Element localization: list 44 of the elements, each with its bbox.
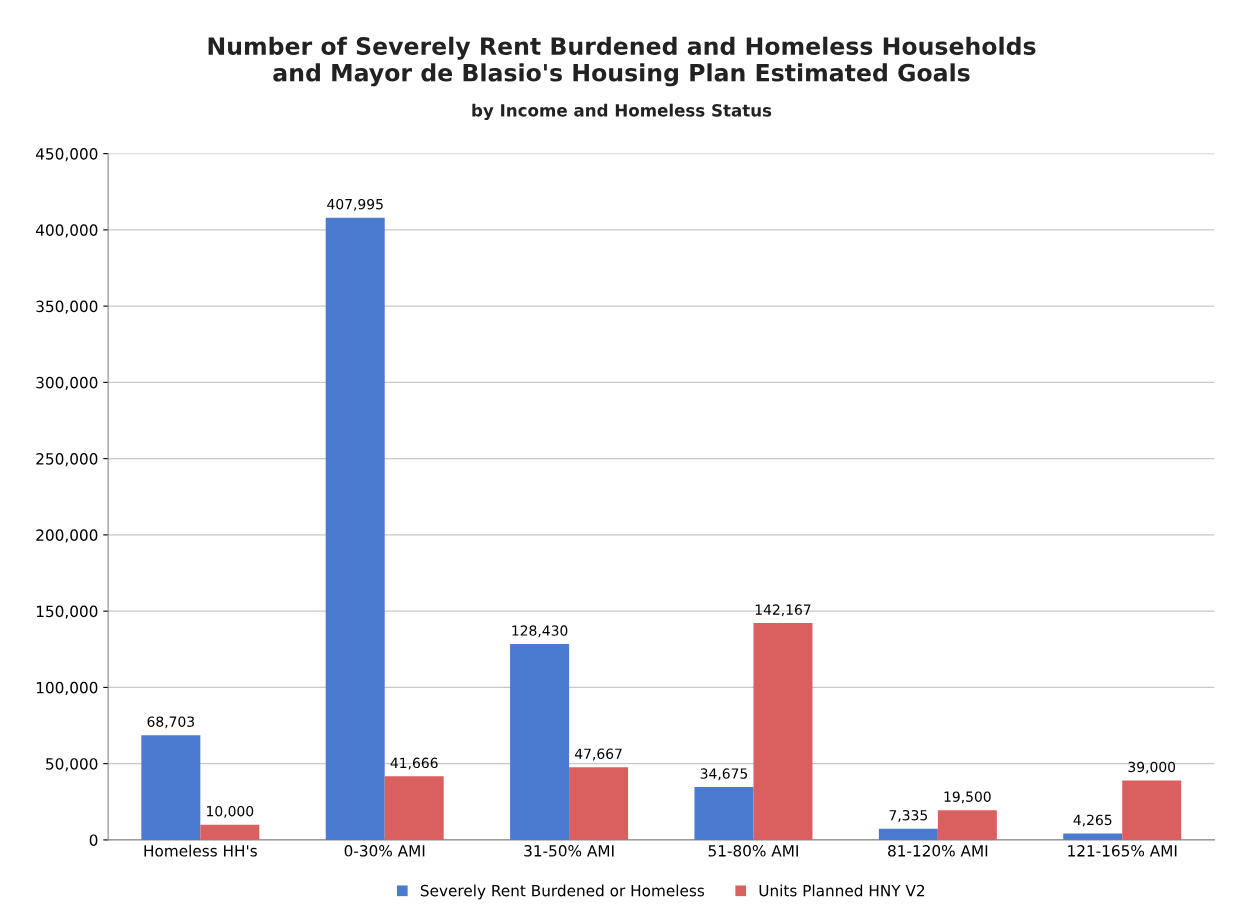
bar [1122, 780, 1182, 840]
text: 68,703 [147, 716, 195, 729]
legend-label: Units Planned HNY V2 [759, 884, 925, 897]
text: 34,675 [700, 768, 748, 781]
bar [1063, 833, 1123, 840]
bar [200, 824, 260, 840]
x-tick-label: 51-80% AMI [708, 845, 798, 857]
chart-subtitle: by Income and Homeless Status [472, 103, 772, 120]
bar [384, 776, 444, 840]
y-tick-label: 300,000 [36, 376, 98, 390]
bar [325, 217, 385, 840]
text: 10,000 [207, 805, 254, 818]
y-tick-label: 200,000 [36, 529, 98, 543]
chart-title: Number of Severely Rent Burdened and Homeless Households and Mayor de Blasio's Housing Plan Estimated Goals [208, 36, 1036, 87]
y-tick-label: 400,000 [35, 224, 98, 238]
text: 47,667 [574, 748, 622, 761]
bar [694, 787, 754, 840]
y-tick-label: 450,000 [35, 148, 98, 162]
bar [753, 623, 813, 840]
text: 41,666 [390, 757, 438, 770]
y-tick-label: 100,000 [36, 681, 98, 695]
text: 128,430 [512, 625, 568, 638]
text: 4,265 [1073, 814, 1112, 827]
bar [878, 828, 938, 840]
text: 142,167 [755, 604, 811, 617]
y-tick-label: 0 [89, 834, 98, 846]
x-tick-label: 121-165% AMI [1068, 845, 1177, 857]
y-tick-label: 350,000 [36, 300, 98, 314]
x-tick-label: 31-50% AMI [524, 845, 614, 857]
text: 407,995 [327, 198, 383, 211]
bar [141, 735, 201, 840]
y-tick-label: 50,000 [46, 758, 98, 772]
text: 39,000 [1128, 761, 1176, 774]
y-tick-label: 250,000 [36, 453, 98, 467]
bar [510, 644, 570, 840]
x-tick-label: 0-30% AMI [344, 845, 425, 857]
y-tick-label: 150,000 [36, 605, 98, 619]
bar [569, 767, 629, 840]
text: 7,335 [889, 809, 928, 822]
bar [937, 810, 997, 840]
text: 19,500 [944, 791, 991, 804]
x-tick-label: Homeless HH's [144, 844, 257, 857]
x-tick-label: 81-120% AMI [888, 845, 988, 857]
legend-label: Severely Rent Burdened or Homeless [420, 884, 705, 900]
